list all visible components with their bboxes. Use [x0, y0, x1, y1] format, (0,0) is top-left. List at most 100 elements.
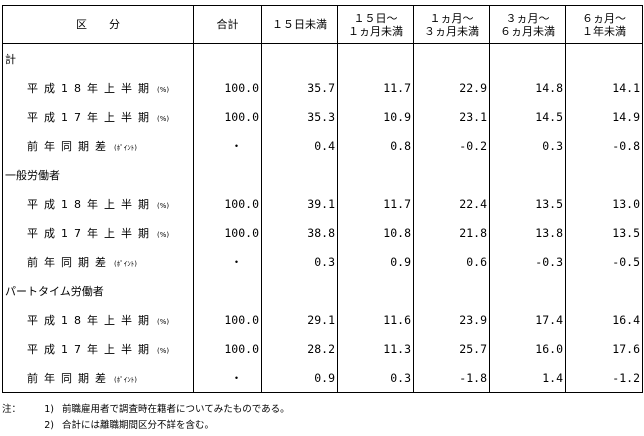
- value-cell: 29.1: [261, 305, 338, 334]
- empty-cell: [337, 43, 414, 73]
- row-label: 前年同期差 (ﾎﾟｲﾝﾄ): [2, 247, 194, 276]
- footnote-text: 前職雇用者で調査時在籍者についてみたものである。: [62, 404, 290, 415]
- row-label: 平成18年上半期 (%): [2, 305, 194, 334]
- footnote-number: 1): [44, 404, 54, 415]
- value-cell: 0.3: [337, 363, 414, 393]
- row-label-text: 平成18年上半期: [27, 197, 155, 211]
- value-cell: 100.0: [193, 218, 262, 247]
- row-label-text: 平成17年上半期: [27, 226, 155, 240]
- value-cell: 35.3: [261, 102, 338, 131]
- value-cell: ・: [193, 363, 262, 393]
- table-row: 平成18年上半期 (%) 100.0 29.1 11.6 23.9 17.4 16.4: [2, 305, 643, 334]
- value-cell: -1.2: [565, 363, 643, 393]
- header-3-to-6-months: ３ヵ月～ ６ヵ月未満: [489, 5, 566, 44]
- value-cell: 13.8: [489, 218, 566, 247]
- value-cell: 13.0: [565, 189, 643, 218]
- value-cell: 0.3: [261, 247, 338, 276]
- group-row: 一般労働者: [2, 160, 643, 189]
- value-cell: 35.7: [261, 73, 338, 102]
- table-row: 前年同期差 (ﾎﾟｲﾝﾄ) ・ 0.3 0.9 0.6 -0.3 -0.5: [2, 247, 643, 276]
- empty-cell: [413, 43, 490, 73]
- footnote-text: 合計には離職期間区分不詳を含む。: [62, 420, 215, 431]
- value-cell: 22.4: [413, 189, 490, 218]
- value-cell: 14.9: [565, 102, 643, 131]
- empty-cell: [489, 160, 566, 189]
- value-cell: -0.2: [413, 131, 490, 160]
- value-cell: 100.0: [193, 189, 262, 218]
- value-cell: 38.8: [261, 218, 338, 247]
- value-cell: 13.5: [489, 189, 566, 218]
- row-unit: (%): [157, 201, 170, 210]
- row-unit: (ﾎﾟｲﾝﾄ): [114, 375, 137, 384]
- table-row: 平成18年上半期 (%) 100.0 35.7 11.7 22.9 14.8 14.1: [2, 73, 643, 102]
- empty-cell: [489, 276, 566, 305]
- statistics-table-container: 区分 合計 １５日未満 １５日～ １ヵ月未満 １ヵ月～ ３ヵ月未満 ３ヵ月～ ６…: [2, 5, 643, 397]
- value-cell: 10.8: [337, 218, 414, 247]
- empty-cell: [565, 43, 643, 73]
- table-row: 平成17年上半期 (%) 100.0 28.2 11.3 25.7 16.0 17.6: [2, 334, 643, 363]
- row-label: 前年同期差 (ﾎﾟｲﾝﾄ): [2, 363, 194, 393]
- value-cell: 0.9: [337, 247, 414, 276]
- value-cell: 1.4: [489, 363, 566, 393]
- empty-cell: [193, 160, 262, 189]
- empty-cell: [565, 160, 643, 189]
- value-cell: 100.0: [193, 334, 262, 363]
- value-cell: 13.5: [565, 218, 643, 247]
- value-cell: 100.0: [193, 73, 262, 102]
- empty-cell: [193, 43, 262, 73]
- empty-cell: [261, 43, 338, 73]
- header-under-15-days: １５日未満: [261, 5, 338, 44]
- row-label: 平成17年上半期 (%): [2, 334, 194, 363]
- value-cell: 100.0: [193, 305, 262, 334]
- value-cell: 10.9: [337, 102, 414, 131]
- group-label: 一般労働者: [2, 160, 194, 189]
- header-6-months-to-1-year: ６ヵ月～ １年未満: [565, 5, 643, 44]
- row-label-text: 前年同期差: [27, 255, 112, 269]
- value-cell: 28.2: [261, 334, 338, 363]
- value-cell: 0.9: [261, 363, 338, 393]
- group-label: 計: [2, 43, 194, 73]
- value-cell: 16.0: [489, 334, 566, 363]
- row-unit: (%): [157, 317, 170, 326]
- row-label-text: 平成18年上半期: [27, 81, 155, 95]
- empty-cell: [193, 276, 262, 305]
- value-cell: 21.8: [413, 218, 490, 247]
- empty-cell: [337, 160, 414, 189]
- header-category: 区分: [2, 5, 194, 44]
- value-cell: 0.8: [337, 131, 414, 160]
- row-unit: (ﾎﾟｲﾝﾄ): [114, 143, 137, 152]
- header-1-to-3-months: １ヵ月～ ３ヵ月未満: [413, 5, 490, 44]
- group-label: パートタイム労働者: [2, 276, 194, 305]
- value-cell: 25.7: [413, 334, 490, 363]
- value-cell: 23.9: [413, 305, 490, 334]
- value-cell: 0.3: [489, 131, 566, 160]
- value-cell: -1.8: [413, 363, 490, 393]
- empty-cell: [413, 160, 490, 189]
- value-cell: 14.8: [489, 73, 566, 102]
- empty-cell: [337, 276, 414, 305]
- row-label: 平成18年上半期 (%): [2, 189, 194, 218]
- value-cell: 11.7: [337, 189, 414, 218]
- value-cell: 22.9: [413, 73, 490, 102]
- row-unit: (ﾎﾟｲﾝﾄ): [114, 259, 137, 268]
- table-row: 平成17年上半期 (%) 100.0 38.8 10.8 21.8 13.8 13.5: [2, 218, 643, 247]
- header-total: 合計: [193, 5, 262, 44]
- value-cell: 0.4: [261, 131, 338, 160]
- value-cell: 17.6: [565, 334, 643, 363]
- row-label: 前年同期差 (ﾎﾟｲﾝﾄ): [2, 131, 194, 160]
- value-cell: 14.1: [565, 73, 643, 102]
- group-row: パートタイム労働者: [2, 276, 643, 305]
- row-label: 平成17年上半期 (%): [2, 218, 194, 247]
- value-cell: 11.7: [337, 73, 414, 102]
- value-cell: 17.4: [489, 305, 566, 334]
- group-row: 計: [2, 43, 643, 73]
- row-label-text: 平成17年上半期: [27, 342, 155, 356]
- statistics-table: 区分 合計 １５日未満 １５日～ １ヵ月未満 １ヵ月～ ３ヵ月未満 ３ヵ月～ ６…: [2, 5, 643, 393]
- table-body: 計平成18年上半期 (%) 100.0 35.7 11.7 22.9 14.8 14.1 平成1…: [2, 43, 643, 393]
- footnote-lead: 注：: [2, 404, 22, 415]
- empty-cell: [565, 276, 643, 305]
- value-cell: 39.1: [261, 189, 338, 218]
- value-cell: 11.6: [337, 305, 414, 334]
- value-cell: 23.1: [413, 102, 490, 131]
- empty-cell: [413, 276, 490, 305]
